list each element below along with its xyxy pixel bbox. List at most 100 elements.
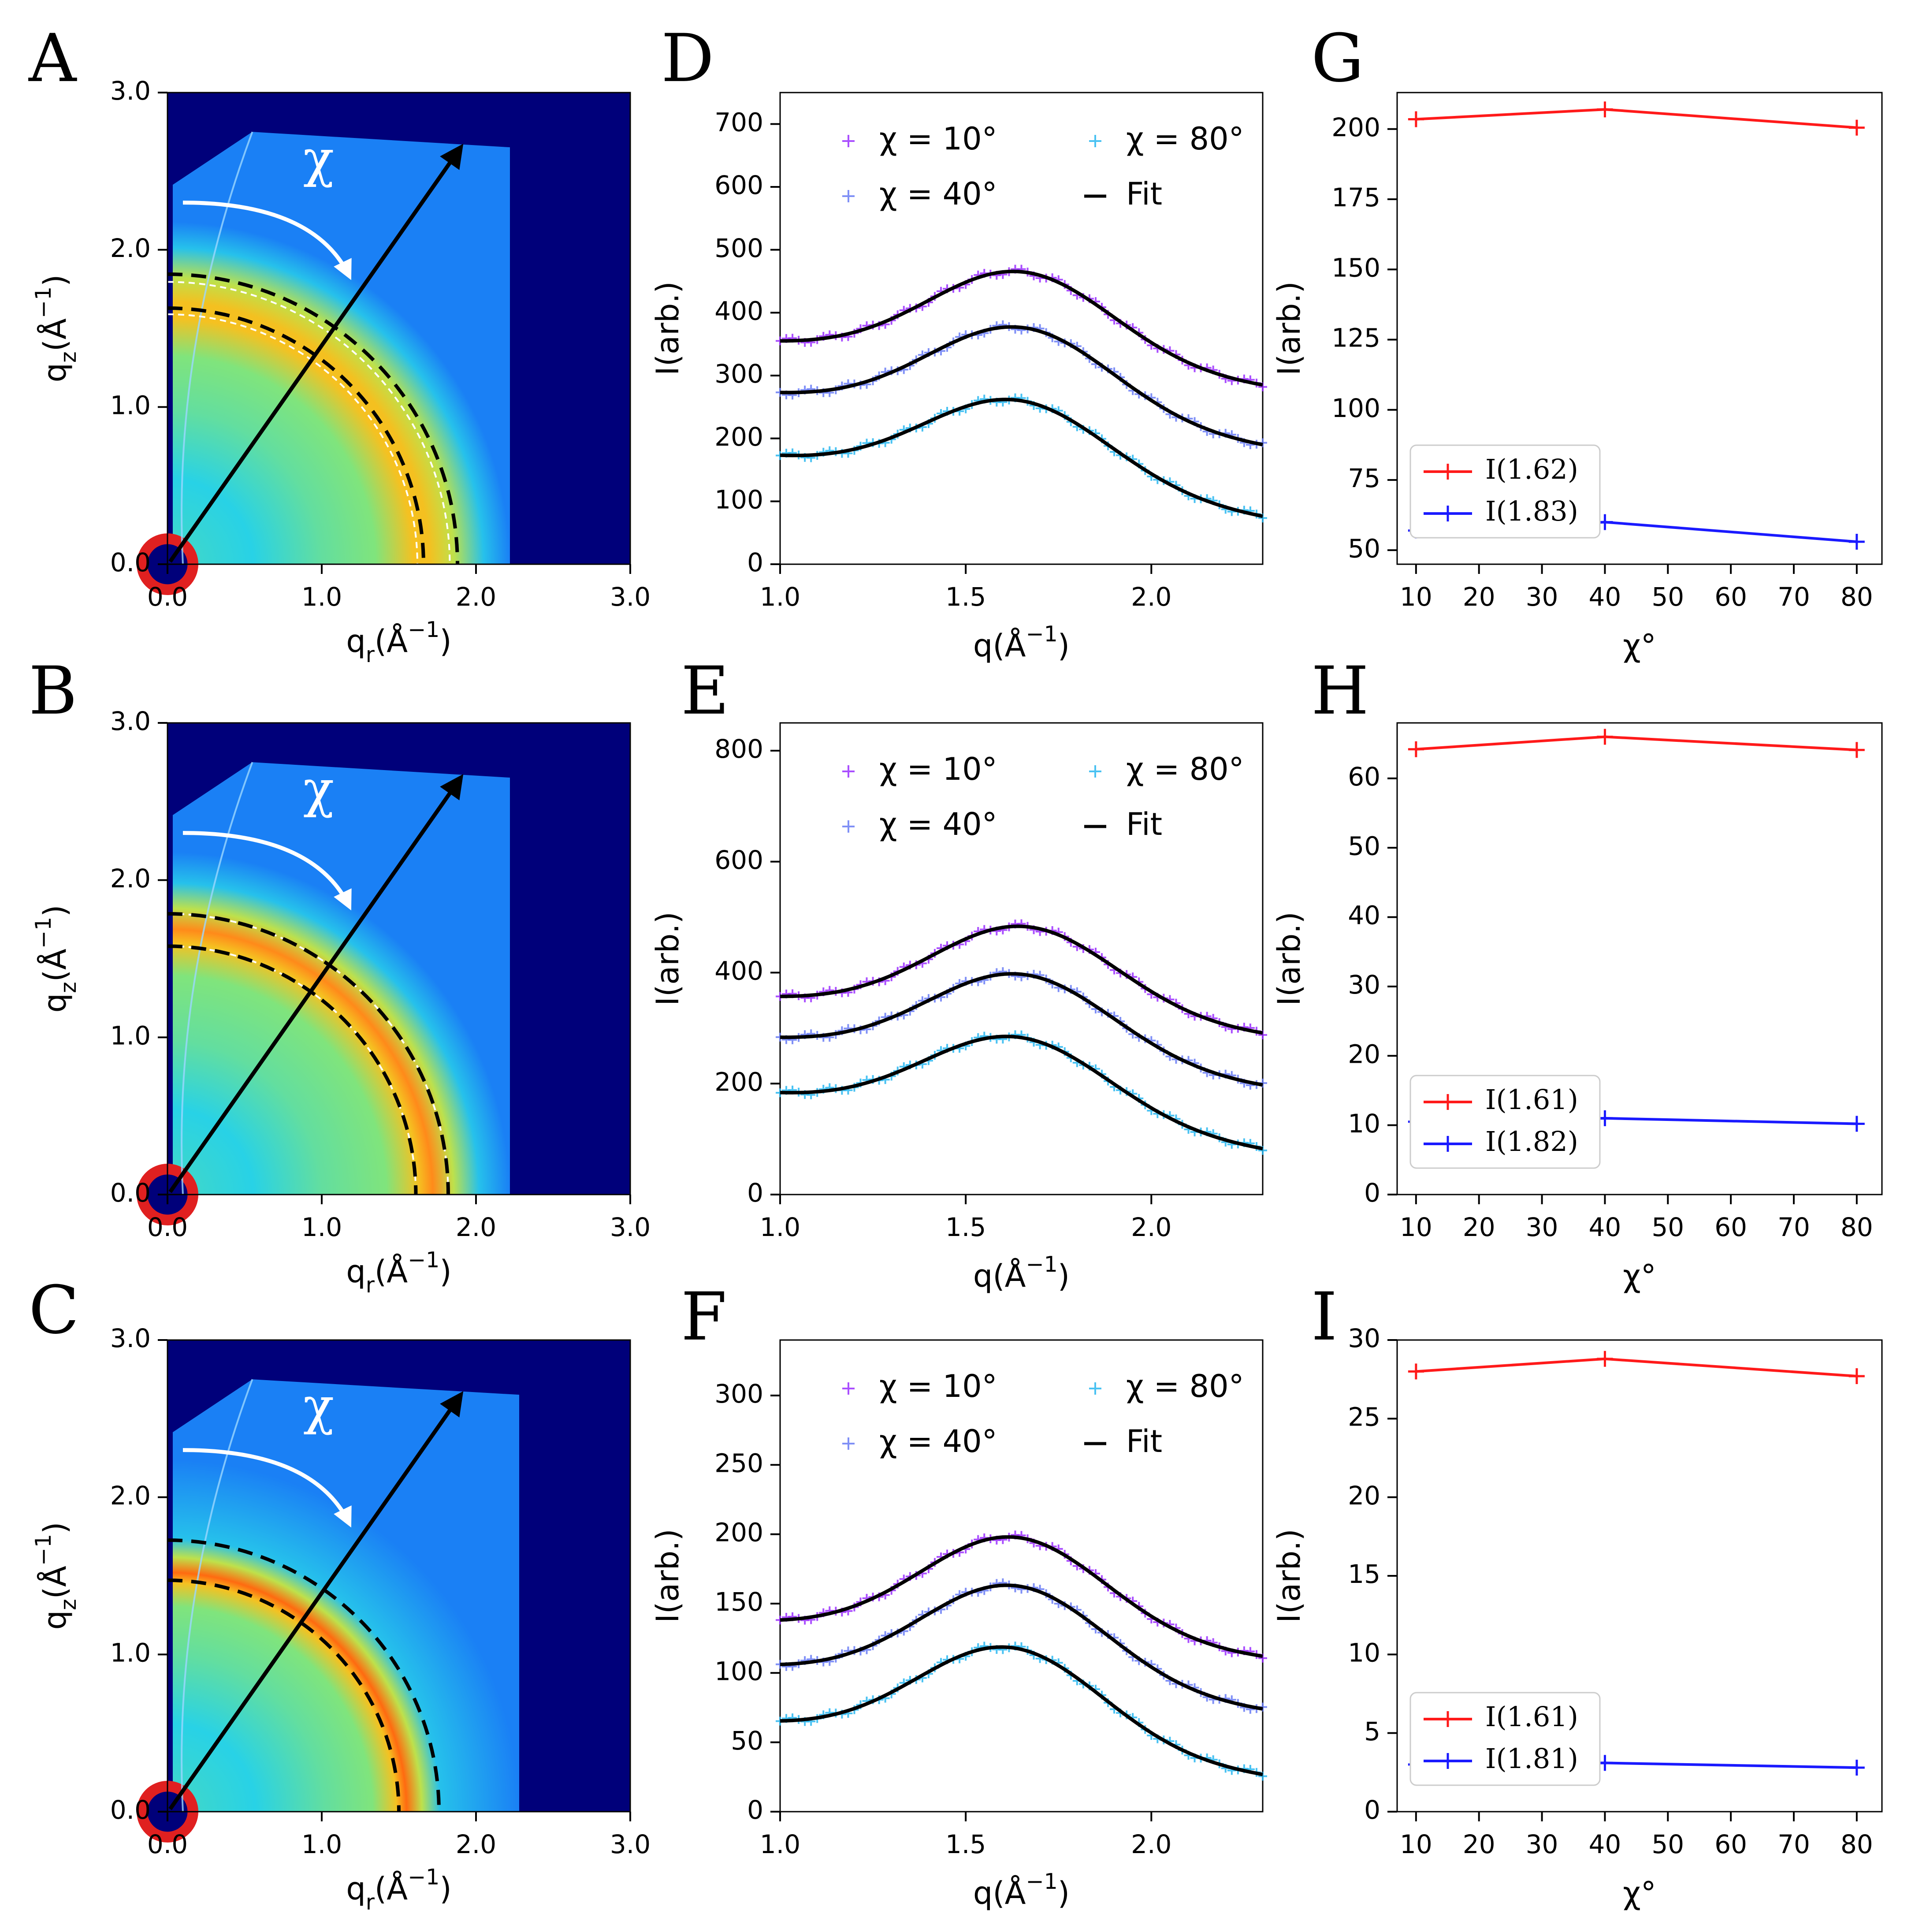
- heatmap-frame-A: [167, 92, 631, 565]
- panel-letter-G: G: [1311, 20, 1364, 97]
- plot-frame-F: [779, 1339, 1264, 1813]
- legend-marker-G-1: [1440, 506, 1456, 521]
- x-tick-label-I-4: 50: [1651, 1829, 1684, 1859]
- y-tick-label-H-0: 0: [1364, 1178, 1380, 1208]
- x-tick-label-H-7: 80: [1841, 1212, 1873, 1242]
- data-point-I-0-2: [1848, 1368, 1865, 1385]
- y-tick-label-H-5: 50: [1348, 831, 1380, 861]
- panel-letter-A: A: [28, 20, 77, 97]
- y-tick-label-C-0: 0.0: [110, 1795, 151, 1825]
- data-point-G-0-2: [1848, 119, 1865, 136]
- legend-label-I-0: I(1.61): [1485, 1701, 1578, 1733]
- x-tick-label-I-3: 40: [1589, 1829, 1621, 1859]
- y-tick-label-D-2: 200: [714, 422, 763, 452]
- panel-letter-E: E: [681, 653, 729, 730]
- legend-label-I-1: I(1.81): [1485, 1742, 1578, 1775]
- black-ring-C-1: [167, 1538, 441, 1812]
- legend-marker-E-1: [1089, 765, 1101, 778]
- data-point-I-0-1: [1597, 1351, 1613, 1367]
- panel-letter-B: B: [29, 653, 77, 730]
- x-tick-label-F-1: 1.5: [945, 1829, 986, 1859]
- legend-label-D-2: χ = 40°: [879, 176, 997, 212]
- y-tick-label-I-3: 15: [1348, 1559, 1380, 1589]
- x-tick-label-F-2: 2.0: [1131, 1829, 1171, 1859]
- y-tick-label-A-1: 1.0: [110, 390, 151, 420]
- y-tick-label-B-1: 1.0: [110, 1020, 151, 1050]
- y-axis-label-B: qz(Å−1): [31, 905, 81, 1013]
- legend-label-G-1: I(1.83): [1485, 495, 1578, 527]
- legend-label-E-3: Fit: [1126, 806, 1162, 842]
- fit-line-E-0: [780, 924, 1263, 1035]
- chi-rotation-arrow-C: [182, 1448, 352, 1528]
- heatmap-frame-C: [167, 1339, 631, 1813]
- y-tick-label-D-7: 700: [714, 107, 763, 137]
- x-axis-label-B: qr(Å−1): [346, 1247, 451, 1298]
- white-ring-A-0: [167, 313, 418, 565]
- x-axis-label-A: qr(Å−1): [346, 617, 451, 667]
- x-tick-label-H-6: 70: [1777, 1212, 1810, 1242]
- x-axis-label-H: χ°: [1623, 1258, 1656, 1294]
- x-tick-label-E-2: 2.0: [1131, 1212, 1171, 1242]
- x-tick-label-D-1: 1.5: [945, 582, 986, 612]
- legend-marker-E-2: [842, 820, 855, 833]
- y-tick-label-I-5: 25: [1348, 1402, 1380, 1432]
- data-point-I-1-2: [1848, 1760, 1865, 1776]
- white-ring-A-1: [167, 281, 451, 565]
- y-axis-label-I: I(arb.): [1271, 1529, 1307, 1623]
- x-tick-label-H-1: 20: [1463, 1212, 1495, 1242]
- x-axis-label-D: q(Å−1): [973, 622, 1070, 664]
- fit-line-E-2: [780, 1035, 1263, 1150]
- detector-area-B: [173, 762, 510, 1195]
- panel-letter-C: C: [29, 1272, 79, 1349]
- legend-label-E-1: χ = 80°: [1126, 751, 1244, 787]
- y-tick-label-H-3: 30: [1348, 970, 1380, 1000]
- data-point-H-0-0: [1408, 741, 1424, 757]
- y-tick-label-G-5: 175: [1331, 182, 1380, 212]
- y-axis-label-E: I(arb.): [650, 912, 686, 1006]
- y-tick-label-A-0: 0.0: [110, 547, 151, 577]
- x-tick-label-G-0: 10: [1400, 582, 1432, 612]
- y-tick-label-D-3: 300: [714, 359, 763, 389]
- y-tick-label-G-2: 100: [1331, 393, 1380, 423]
- x-axis-label-C: qr(Å−1): [346, 1865, 451, 1915]
- panel-letter-D: D: [661, 20, 714, 97]
- legend-label-H-1: I(1.82): [1485, 1125, 1578, 1158]
- y-tick-label-G-0: 50: [1348, 533, 1380, 563]
- y-tick-label-D-6: 600: [714, 170, 763, 200]
- y-tick-label-E-4: 800: [714, 734, 763, 764]
- panel-letter-F: F: [681, 1279, 727, 1355]
- y-tick-label-C-1: 1.0: [110, 1638, 151, 1668]
- x-tick-label-D-0: 1.0: [760, 582, 800, 612]
- legend-marker-I-0: [1440, 1711, 1456, 1727]
- data-point-G-0-0: [1408, 111, 1424, 127]
- fit-line-D-1: [780, 325, 1263, 447]
- x-tick-label-H-0: 10: [1400, 1212, 1432, 1242]
- y-tick-label-I-0: 0: [1364, 1795, 1380, 1825]
- y-tick-label-I-6: 30: [1348, 1323, 1380, 1353]
- y-tick-label-G-4: 150: [1331, 253, 1380, 283]
- x-tick-label-I-7: 80: [1841, 1829, 1873, 1859]
- data-point-I-0-0: [1408, 1363, 1424, 1380]
- x-tick-label-B-1: 1.0: [301, 1212, 342, 1242]
- y-tick-label-B-2: 2.0: [110, 864, 151, 893]
- y-tick-label-B-3: 3.0: [110, 706, 151, 736]
- panel-letter-I: I: [1311, 1279, 1337, 1355]
- y-tick-label-D-1: 100: [714, 484, 763, 514]
- shadow-arc-B: [181, 762, 253, 1195]
- black-ring-A-1: [167, 272, 459, 565]
- y-tick-label-B-0: 0.0: [110, 1178, 151, 1208]
- fit-line-F-1: [780, 1583, 1263, 1711]
- x-axis-label-I: χ°: [1623, 1875, 1656, 1911]
- chi-direction-arrow-A: [168, 143, 464, 563]
- x-tick-label-B-3: 3.0: [610, 1212, 651, 1242]
- x-tick-label-H-4: 50: [1651, 1212, 1684, 1242]
- legend-marker-D-1: [1089, 135, 1101, 147]
- x-axis-label-E: q(Å−1): [973, 1252, 1070, 1294]
- y-tick-label-E-2: 400: [714, 956, 763, 986]
- y-tick-label-E-1: 200: [714, 1067, 763, 1097]
- y-tick-label-I-2: 10: [1348, 1638, 1380, 1668]
- x-tick-label-A-3: 3.0: [610, 582, 651, 612]
- legend-label-D-3: Fit: [1126, 176, 1162, 212]
- x-tick-label-C-2: 2.0: [456, 1829, 496, 1859]
